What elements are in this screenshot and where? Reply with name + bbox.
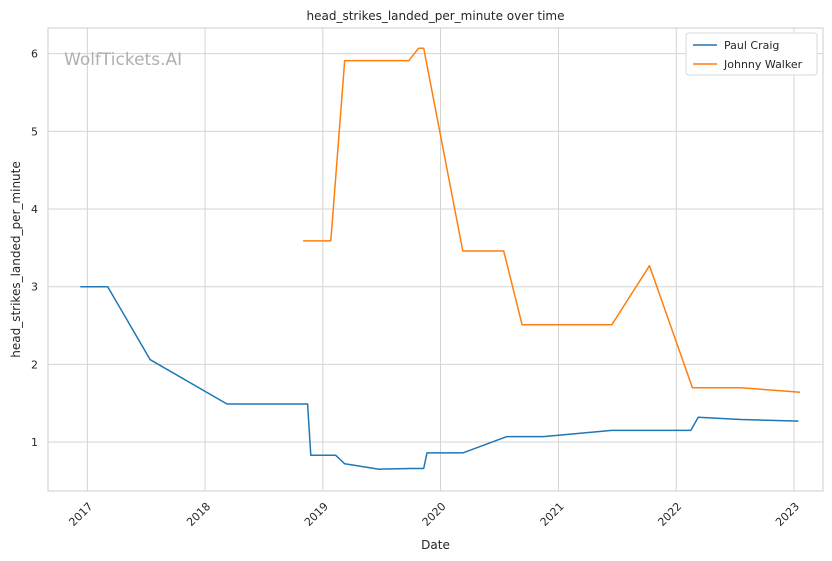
y-tick-label: 6 xyxy=(31,48,38,61)
x-tick-labels: 2017 2018 2019 2020 2021 2022 2023 xyxy=(66,500,802,529)
y-tick-label: 2 xyxy=(31,358,38,371)
legend-label-johnny-walker: Johnny Walker xyxy=(723,58,803,71)
x-tick-label: 2020 xyxy=(420,500,449,529)
x-axis-label: Date xyxy=(421,538,450,552)
x-tick-label: 2023 xyxy=(773,500,802,529)
y-tick-label: 5 xyxy=(31,125,38,138)
y-tick-label: 1 xyxy=(31,436,38,449)
x-tick-label: 2018 xyxy=(184,500,213,529)
legend: Paul Craig Johnny Walker xyxy=(685,32,818,76)
series-lines xyxy=(80,47,801,470)
series-line-johnny-walker xyxy=(303,47,801,394)
x-tick-label: 2021 xyxy=(538,500,567,529)
legend-box xyxy=(685,32,818,76)
x-tick-label: 2019 xyxy=(302,500,331,529)
y-tick-label: 3 xyxy=(31,281,38,294)
chart-title: head_strikes_landed_per_minute over time xyxy=(306,9,564,23)
y-tick-labels: 1 2 3 4 5 6 xyxy=(31,48,38,449)
x-tick-label: 2022 xyxy=(655,500,684,529)
plot-area xyxy=(47,27,824,492)
x-tick-label: 2017 xyxy=(66,500,95,529)
y-axis-label: head_strikes_landed_per_minute xyxy=(9,161,23,358)
y-tick-label: 4 xyxy=(31,203,38,216)
watermark: WolfTickets.AI xyxy=(64,50,182,70)
series-line-paul-craig xyxy=(80,285,799,470)
legend-label-paul-craig: Paul Craig xyxy=(724,39,779,52)
